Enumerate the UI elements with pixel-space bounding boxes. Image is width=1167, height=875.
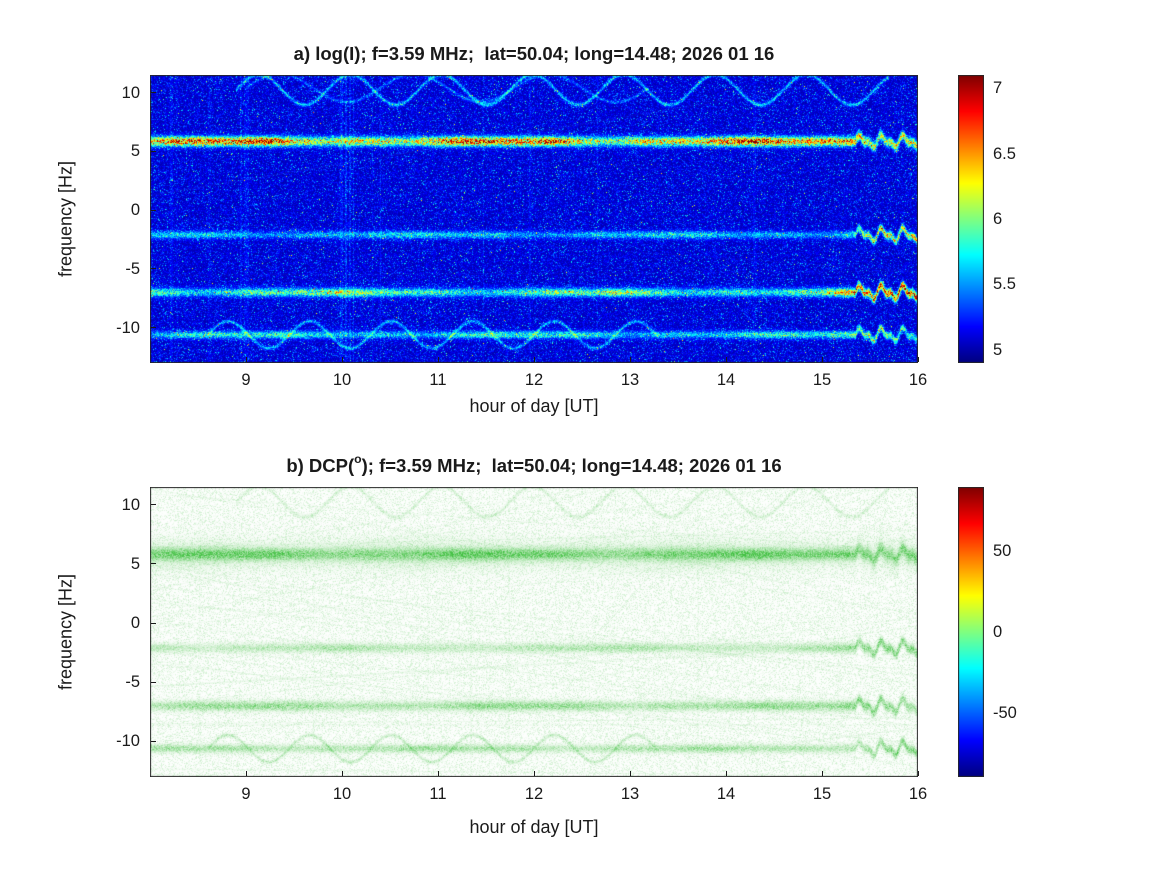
x-tick-label: 10	[332, 371, 352, 389]
colorbar-tick-label: 6	[993, 210, 1003, 228]
x-tick-mark	[533, 357, 535, 362]
x-tick-mark	[341, 357, 343, 362]
y-tick-label: 10	[121, 495, 140, 514]
y-tick-label: 5	[130, 554, 140, 573]
y-tick-mark	[151, 209, 156, 211]
colorbar-tick-label: 5.5	[993, 275, 1016, 294]
y-tick-mark	[151, 92, 156, 94]
colorbar-tick-label: 0	[993, 623, 1003, 641]
x-tick-mark	[917, 357, 919, 362]
y-tick-label: -5	[125, 259, 140, 278]
x-tick-mark	[725, 771, 727, 776]
panel-a-title-pre: a) log(I); f=3.59 MHz; lat=50.04; long=1…	[293, 43, 775, 65]
spectrogram-b-canvas	[150, 487, 918, 777]
y-tick-mark	[151, 268, 156, 270]
x-tick-mark	[437, 357, 439, 362]
y-tick-mark	[151, 504, 156, 506]
y-tick-label: -10	[116, 732, 140, 751]
x-tick-mark	[341, 771, 343, 776]
y-tick-label: -5	[125, 673, 140, 692]
x-tick-mark	[629, 771, 631, 776]
colorbar-tick-label: 5	[993, 340, 1003, 359]
y-tick-label: -10	[116, 318, 140, 337]
x-tick-label: 10	[332, 785, 352, 803]
x-tick-label: 13	[620, 371, 640, 389]
colorbar-a-canvas	[958, 75, 984, 363]
x-tick-label: 15	[812, 371, 832, 389]
x-tick-label: 16	[908, 371, 928, 389]
x-tick-label: 14	[716, 785, 736, 803]
panel-b-title-pre: b) DCP(	[286, 455, 355, 477]
y-tick-label: 0	[130, 614, 140, 633]
x-tick-mark	[437, 771, 439, 776]
x-tick-label: 16	[908, 785, 928, 803]
x-tick-label: 9	[241, 785, 251, 803]
x-tick-label: 14	[716, 371, 736, 389]
x-tick-label: 15	[812, 785, 832, 803]
panel-a-title: a) log(I); f=3.59 MHz; lat=50.04; long=1…	[150, 42, 918, 65]
y-tick-mark	[151, 563, 156, 565]
x-tick-mark	[629, 357, 631, 362]
y-tick-mark	[151, 327, 156, 329]
x-tick-label: 9	[241, 371, 251, 389]
y-tick-mark	[151, 681, 156, 683]
spectrogram-a-canvas	[150, 75, 918, 363]
x-tick-mark	[245, 771, 247, 776]
x-tick-mark	[821, 771, 823, 776]
x-tick-label: 13	[620, 785, 640, 803]
colorbar-tick-label: 50	[993, 542, 1012, 561]
y-tick-label: 10	[121, 83, 140, 102]
colorbar-tick-label: 6.5	[993, 144, 1016, 163]
x-tick-mark	[533, 771, 535, 776]
panel-b-title: b) DCP(o); f=3.59 MHz; lat=50.04; long=1…	[150, 452, 918, 477]
x-tick-mark	[245, 357, 247, 362]
y-tick-label: 0	[130, 201, 140, 220]
panel-b-ylabel: frequency [Hz]	[55, 573, 76, 691]
panel-a-ylabel: frequency [Hz]	[55, 160, 76, 278]
x-tick-mark	[821, 357, 823, 362]
y-tick-mark	[151, 622, 156, 624]
panel-b-title-post: ); f=3.59 MHz; lat=50.04; long=14.48; 20…	[361, 455, 782, 477]
x-tick-label: 11	[429, 371, 447, 389]
y-tick-label: 5	[130, 142, 140, 161]
x-tick-mark	[725, 357, 727, 362]
y-tick-mark	[151, 740, 156, 742]
panel-a-xlabel: hour of day [UT]	[469, 396, 599, 416]
x-tick-label: 12	[524, 785, 544, 803]
colorbar-b-canvas	[958, 487, 984, 777]
colorbar-tick-label: 7	[993, 79, 1003, 98]
panel-b-title-sup: o	[354, 452, 362, 467]
x-tick-label: 11	[429, 785, 447, 803]
x-tick-label: 12	[524, 371, 544, 389]
y-tick-mark	[151, 150, 156, 152]
colorbar-tick-label: -50	[993, 703, 1017, 722]
x-tick-mark	[917, 771, 919, 776]
panel-b-xlabel: hour of day [UT]	[469, 817, 599, 837]
